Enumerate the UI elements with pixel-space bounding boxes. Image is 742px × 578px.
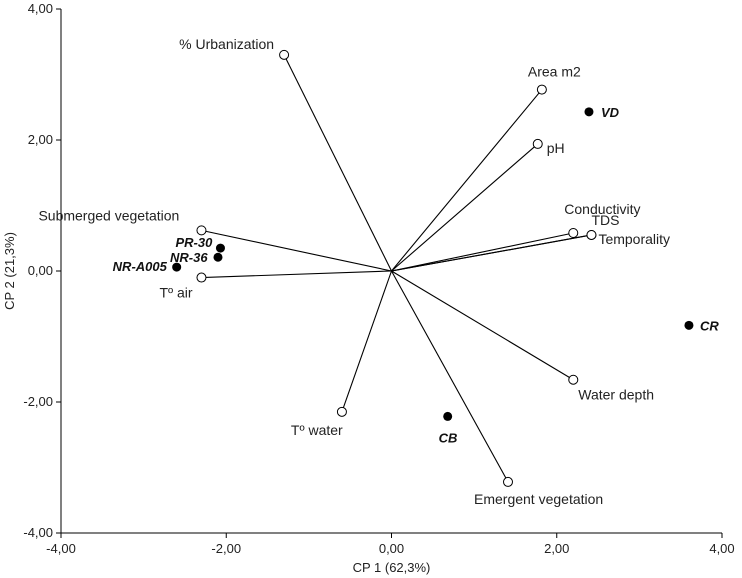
x-tick-label: 0,00: [379, 541, 404, 556]
site-label-cr: CR: [700, 318, 719, 333]
vector-endpoint-area-m2: [536, 84, 547, 95]
vector-endpoint-to-water: [336, 406, 347, 417]
vector-label-ph: pH: [547, 140, 565, 156]
vector-line-to-air: [201, 270, 392, 279]
site-point-cb: [443, 411, 453, 421]
x-axis-title: CP 1 (62,3%): [353, 560, 431, 575]
site-point-vd: [584, 107, 594, 117]
y-axis-title: CP 2 (21,3%): [2, 232, 17, 310]
vector-label-conductivity: Conductivity: [564, 201, 640, 217]
site-label-vd: VD: [601, 105, 620, 120]
vector-label-emergent-vegetation: Emergent vegetation: [474, 491, 603, 507]
site-point-cr: [684, 320, 694, 330]
vector-line-to-water: [341, 270, 393, 413]
y-tick-label: 0,00: [28, 263, 53, 278]
vector-endpoint-emergent-vegetation: [503, 476, 514, 487]
vector-endpoint-temporality: [586, 229, 597, 240]
vector-line-water-depth: [391, 270, 574, 381]
y-axis-ticks: -4,00 -2,00 0,00 2,00 4,00: [23, 1, 61, 540]
vector-endpoint-ph: [532, 138, 543, 149]
vector-endpoint-submerged-vegetation: [196, 225, 207, 236]
vector-label-submerged-vegetation: Submerged vegetation: [38, 207, 179, 223]
vector-label-to-air: Tº air: [159, 285, 192, 301]
vector-line-pct-urbanization: [283, 54, 392, 272]
site-label-nr-36: NR-36: [170, 250, 208, 265]
x-axis-ticks: -4,00 -2,00 0,00 2,00 4,00: [46, 533, 735, 556]
site-point-nr-36: [213, 252, 223, 262]
vector-endpoint-to-air: [196, 272, 207, 283]
vector-label-pct-urbanization: % Urbanization: [179, 36, 274, 52]
vector-line-submerged-vegetation: [201, 229, 392, 272]
y-tick-label: -2,00: [23, 394, 53, 409]
vector-label-to-water: Tº water: [291, 422, 343, 438]
y-tick-label: 4,00: [28, 1, 53, 16]
vector-endpoint-water-depth: [568, 374, 579, 385]
vector-endpoint-pct-urbanization: [279, 49, 290, 60]
vector-label-temporality: Temporality: [598, 231, 670, 247]
site-point-nr-a005: [172, 262, 182, 272]
x-tick-label: 2,00: [544, 541, 569, 556]
site-label-nr-a005: NR-A005: [113, 259, 168, 274]
vector-line-temporality: [391, 234, 592, 272]
vector-label-area-m2: Area m2: [528, 64, 581, 80]
vector-line-ph: [391, 143, 539, 272]
site-label-cb: CB: [439, 430, 458, 445]
x-tick-label: -2,00: [211, 541, 241, 556]
vector-line-emergent-vegetation: [391, 270, 509, 483]
site-point-pr-30: [215, 243, 225, 253]
vector-endpoint-conductivity: [568, 228, 579, 239]
y-tick-label: -4,00: [23, 525, 53, 540]
vector-line-conductivity: [391, 232, 574, 272]
vector-label-water-depth: Water depth: [578, 387, 654, 403]
y-tick-label: 2,00: [28, 132, 53, 147]
site-label-pr-30: PR-30: [175, 235, 213, 250]
x-tick-label: 4,00: [709, 541, 734, 556]
vector-label-tds: TDS: [591, 212, 619, 228]
vector-line-area-m2: [391, 89, 543, 272]
x-tick-label: -4,00: [46, 541, 76, 556]
